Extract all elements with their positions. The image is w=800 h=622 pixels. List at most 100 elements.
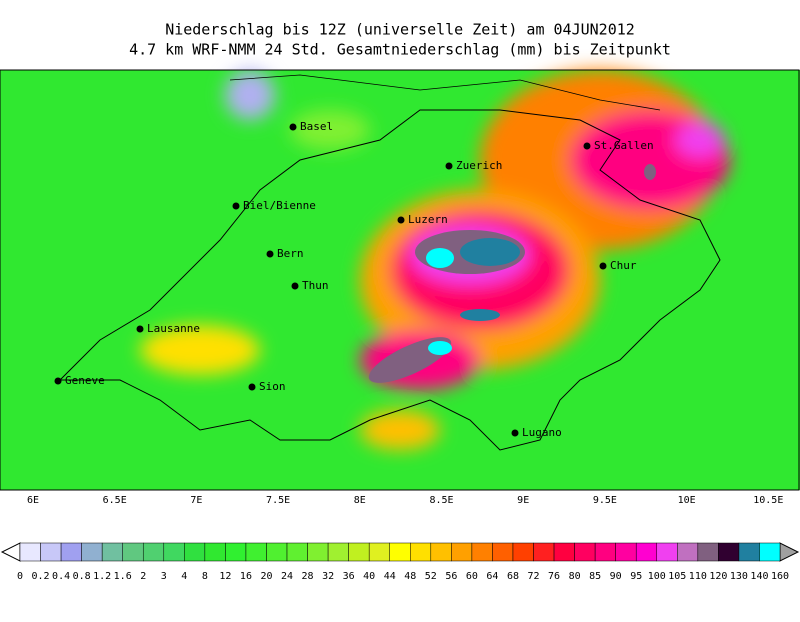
legend-swatch — [697, 542, 719, 562]
legend-swatch — [594, 542, 616, 562]
legend-swatch — [204, 542, 226, 562]
legend-label: 160 — [771, 571, 789, 582]
legend-label: 52 — [425, 571, 437, 582]
legend-label: 68 — [507, 571, 519, 582]
legend-label: 20 — [260, 571, 272, 582]
city-marker — [266, 250, 274, 258]
lon-label: 9E — [517, 495, 529, 506]
legend-swatch — [635, 542, 658, 562]
city-label: Luzern — [408, 213, 448, 226]
legend-label: 2 — [140, 571, 146, 582]
map-field — [0, 70, 800, 490]
legend-label: 140 — [750, 571, 768, 582]
legend-label: 76 — [548, 571, 560, 582]
legend-label: 56 — [445, 571, 457, 582]
legend-label: 44 — [384, 571, 396, 582]
city-marker — [291, 282, 299, 290]
legend-swatch — [225, 542, 247, 562]
legend-label: 28 — [302, 571, 314, 582]
legend-label: 0 — [17, 571, 23, 582]
legend-label: 0.2 — [32, 571, 50, 582]
lon-label: 9.5E — [593, 495, 617, 506]
legend-label: 12 — [219, 571, 231, 582]
legend-swatch — [184, 542, 206, 562]
city-marker — [136, 325, 144, 333]
city-marker — [54, 377, 62, 385]
subtitle: 4.7 km WRF-NMM 24 Std. Gesamtniederschla… — [129, 41, 671, 59]
legend-label: 95 — [630, 571, 642, 582]
city-marker — [248, 383, 256, 391]
legend-swatch — [492, 542, 514, 562]
lon-label: 7.5E — [266, 495, 290, 506]
legend-label: 60 — [466, 571, 478, 582]
legend-label: 1.6 — [114, 571, 132, 582]
legend-swatch — [368, 542, 390, 562]
legend-swatch — [389, 542, 411, 562]
legend-label: 24 — [281, 571, 293, 582]
title: Niederschlag bis 12Z (universelle Zeit) … — [165, 21, 635, 39]
legend-swatch — [81, 542, 103, 562]
legend-swatch — [718, 542, 740, 562]
legend-label: 72 — [527, 571, 539, 582]
city-marker — [583, 142, 591, 150]
legend-label: 16 — [240, 571, 252, 582]
lon-label: 8.5E — [429, 495, 453, 506]
legend-swatch — [286, 542, 308, 562]
city-label: Lausanne — [147, 322, 200, 335]
legend-label: 4 — [181, 571, 187, 582]
city-marker — [511, 429, 519, 437]
legend-label: 90 — [610, 571, 622, 582]
legend-swatch — [615, 542, 637, 562]
legend-swatch — [738, 542, 760, 562]
city-label: Biel/Bienne — [243, 199, 316, 212]
map-frame — [0, 69, 800, 491]
legend-label: 36 — [343, 571, 355, 582]
legend-swatch — [471, 542, 493, 562]
city-label: Basel — [300, 120, 333, 133]
city-label: Chur — [610, 259, 637, 272]
legend-label: 85 — [589, 571, 601, 582]
legend-label: 32 — [322, 571, 334, 582]
legend-label: 110 — [689, 571, 707, 582]
legend-swatch — [19, 542, 41, 562]
legend-swatch — [430, 542, 452, 562]
legend-label: 105 — [668, 571, 686, 582]
legend-label: 120 — [709, 571, 727, 582]
lon-label: 6E — [27, 495, 39, 506]
legend-swatch — [40, 542, 62, 562]
lon-label: 7E — [190, 495, 202, 506]
legend-swatch — [656, 542, 678, 562]
legend-over — [779, 542, 800, 562]
legend-label: 0.8 — [73, 571, 91, 582]
legend-swatch — [266, 542, 288, 562]
city-marker — [397, 216, 405, 224]
legend-swatch — [574, 542, 596, 562]
legend-swatch — [512, 542, 534, 562]
legend-label: 40 — [363, 571, 375, 582]
city-marker — [232, 202, 240, 210]
legend-label: 64 — [486, 571, 498, 582]
legend-label: 100 — [648, 571, 666, 582]
legend-label: 3 — [161, 571, 167, 582]
legend-swatch — [451, 542, 473, 562]
legend-label: 48 — [404, 571, 416, 582]
city-label: St.Gallen — [594, 139, 654, 152]
lon-label: 10E — [678, 495, 696, 506]
city-label: Geneve — [65, 374, 105, 387]
city-label: Zuerich — [456, 159, 502, 172]
legend-swatch — [410, 542, 432, 562]
lon-label: 10.5E — [753, 495, 783, 506]
legend-swatch — [245, 542, 267, 562]
legend-swatch — [677, 542, 699, 562]
legend-swatch — [163, 542, 185, 562]
lon-label: 6.5E — [103, 495, 127, 506]
legend-swatch — [533, 542, 555, 562]
city-label: Bern — [277, 247, 304, 260]
legend-swatch — [553, 542, 575, 562]
legend-label: 0.4 — [52, 571, 70, 582]
city-label: Lugano — [522, 426, 562, 439]
city-marker — [289, 123, 297, 131]
city-marker — [445, 162, 453, 170]
legend-swatch — [101, 542, 123, 562]
